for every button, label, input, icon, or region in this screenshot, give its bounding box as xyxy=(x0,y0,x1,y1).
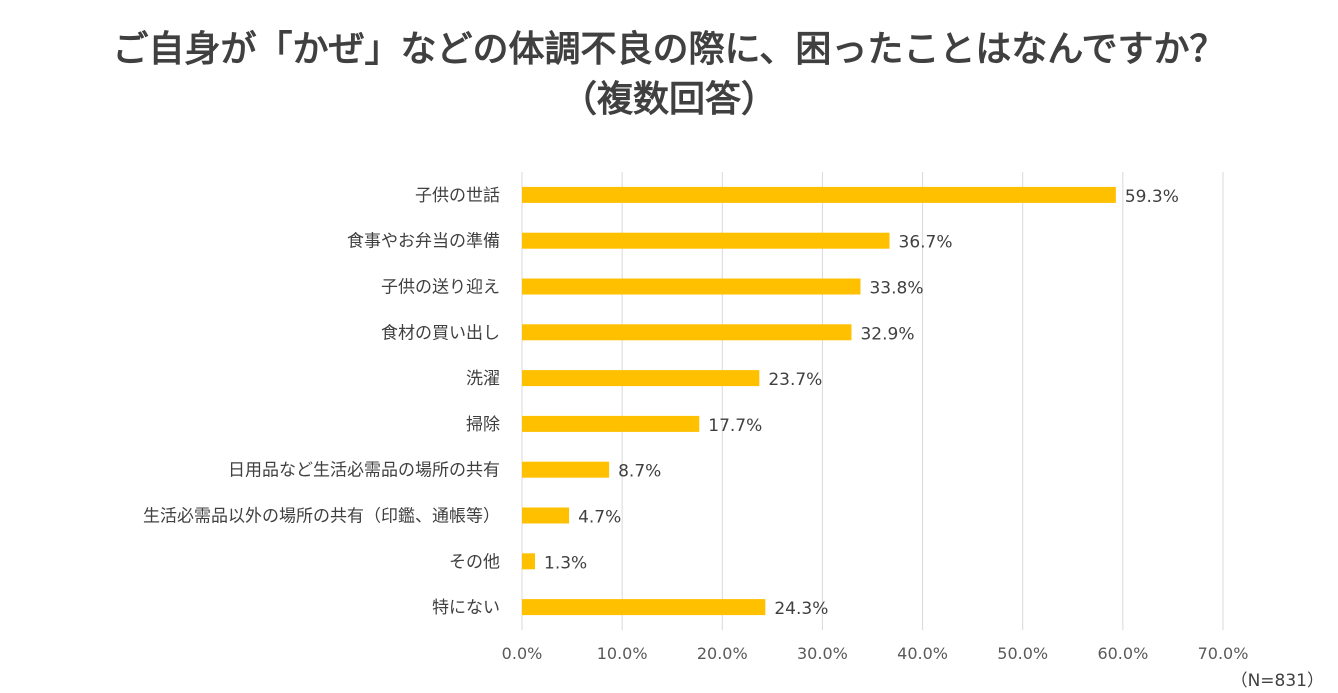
category-label: 掃除 xyxy=(466,415,500,435)
bar xyxy=(522,232,890,249)
category-label: 特にない xyxy=(432,598,500,618)
x-tick-label: 70.0% xyxy=(1198,644,1249,663)
bar xyxy=(522,278,861,295)
x-tick-label: 40.0% xyxy=(897,644,948,663)
data-label: 23.7% xyxy=(768,370,822,390)
x-tick-label: 0.0% xyxy=(502,644,543,663)
x-tick-label: 20.0% xyxy=(697,644,748,663)
bar xyxy=(522,186,1116,203)
data-label: 33.8% xyxy=(869,279,923,299)
bar xyxy=(522,461,610,478)
category-label: 洗濯 xyxy=(466,369,500,389)
data-label: 17.7% xyxy=(708,416,762,436)
chart-title-line1: ご自身が「かぜ」などの体調不良の際に、困ったことはなんですか？ xyxy=(112,29,1226,70)
data-label: 8.7% xyxy=(618,462,661,482)
category-label: 子供の世話 xyxy=(415,186,500,206)
bar xyxy=(522,553,536,570)
x-tick-label: 30.0% xyxy=(797,644,848,663)
bar xyxy=(522,370,760,387)
bar xyxy=(522,507,570,524)
bar xyxy=(522,599,766,616)
data-label: 36.7% xyxy=(899,233,953,253)
category-label: 子供の送り迎え xyxy=(381,278,500,298)
data-label: 59.3% xyxy=(1125,187,1179,207)
bar xyxy=(522,324,852,341)
data-label: 4.7% xyxy=(578,508,621,528)
x-tick-label: 10.0% xyxy=(597,644,648,663)
bar xyxy=(522,415,700,432)
chart-title-line2: （複数回答） xyxy=(560,79,777,120)
data-label: 1.3% xyxy=(544,553,587,573)
sample-size-note: （N=831） xyxy=(1230,671,1324,691)
category-label: 食材の買い出し xyxy=(381,323,500,343)
category-label: その他 xyxy=(449,552,500,572)
data-label: 24.3% xyxy=(774,599,828,619)
x-tick-label: 60.0% xyxy=(1097,644,1148,663)
x-tick-label: 50.0% xyxy=(997,644,1048,663)
category-label: 食事やお弁当の準備 xyxy=(347,232,500,252)
category-label: 日用品など生活必需品の場所の共有 xyxy=(228,461,500,481)
category-label: 生活必需品以外の場所の共有（印鑑、通帳等） xyxy=(143,507,500,527)
data-label: 32.9% xyxy=(860,324,914,344)
